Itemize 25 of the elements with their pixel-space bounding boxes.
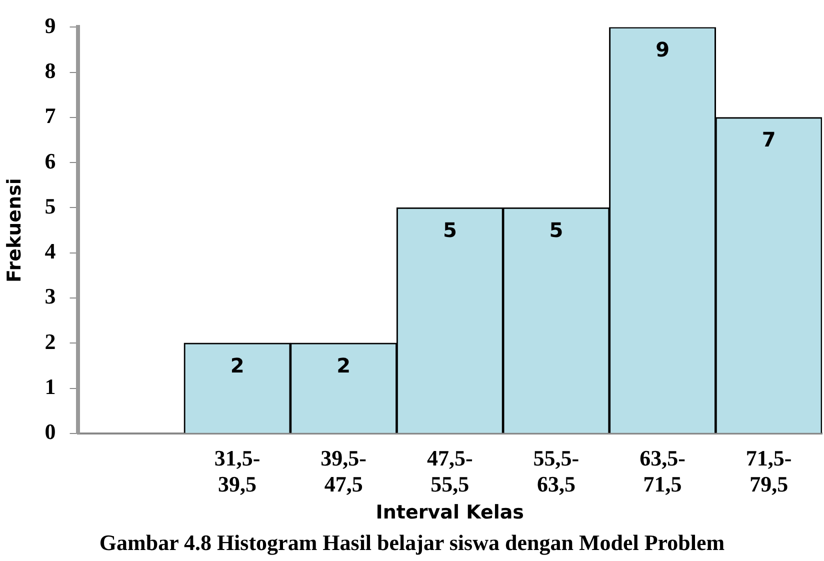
text: Gambar 4.8 Histogram Hasil belajar siswa dengan Model Problem	[98, 530, 726, 556]
data-label: 7	[762, 128, 776, 152]
y-tick-label: 6	[44, 148, 56, 174]
y-tick-label: 5	[44, 193, 56, 218]
y-tick-label: 9	[44, 12, 56, 38]
data-label: 5	[442, 218, 457, 242]
data-label: 5	[549, 218, 564, 242]
data-label: 2	[230, 353, 244, 378]
x-tick-label: 39,5-47,5	[320, 445, 366, 497]
y-axis-title: Frekuensi	[3, 178, 26, 283]
x-tick-label: 55,5-63,5	[533, 445, 580, 497]
y-tick-label: 0	[44, 419, 56, 444]
x-tick-label: 71,5-79,5	[746, 445, 792, 497]
data-label: 2	[336, 353, 351, 378]
y-tick-label: 8	[44, 58, 56, 84]
y-tick-label: 2	[44, 328, 56, 354]
y-tick-label: 3	[44, 284, 56, 309]
x-axis-title: Interval Kelas	[376, 502, 524, 524]
x-tick-label: 47,5-55,5	[426, 445, 473, 497]
data-label: 9	[656, 37, 670, 62]
y-tick-label: 7	[44, 103, 56, 128]
x-tick-label: 31,5-39,5	[214, 445, 260, 497]
y-tick-label: 4	[44, 238, 56, 264]
x-tick-label: 63,5-71,5	[640, 445, 686, 497]
y-tick-label: 1	[44, 374, 56, 399]
